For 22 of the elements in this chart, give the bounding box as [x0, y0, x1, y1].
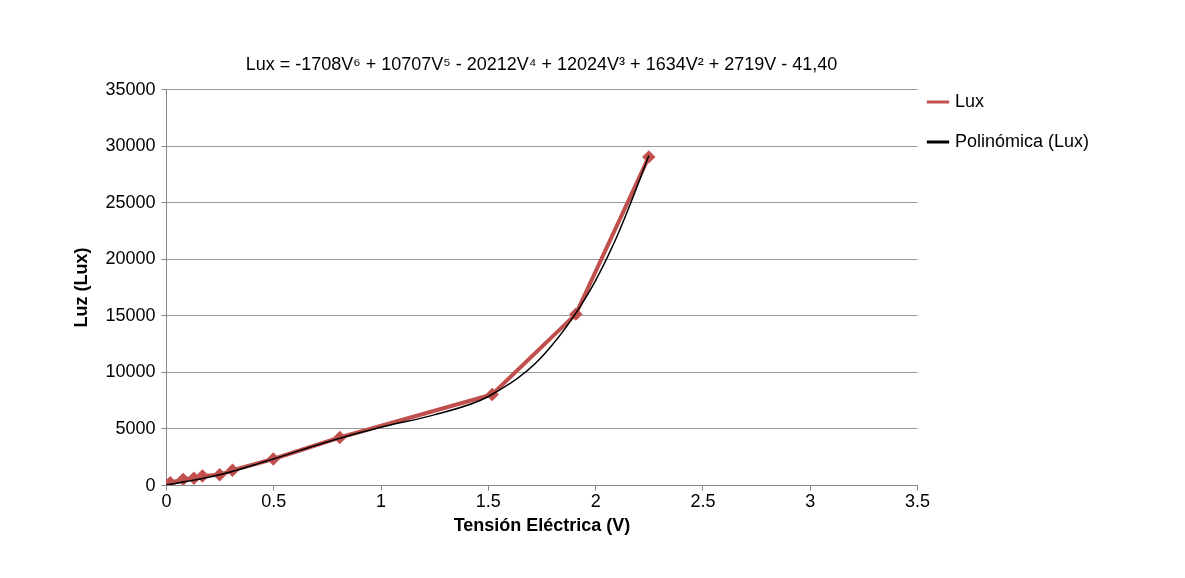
- chart-title: Lux = -1708V⁶ + 10707V⁵ - 20212V⁴ + 12024V³ + 1634V² + 2719V - 41,40: [245, 54, 838, 74]
- x-tick-label: 2: [590, 490, 601, 511]
- y-tick-label: 35000: [105, 78, 156, 99]
- y-tick-label: 10000: [105, 361, 156, 382]
- x-axis-title: Tensión Eléctrica (V): [453, 514, 631, 535]
- y-tick-label: 0: [145, 474, 156, 495]
- y-tick-label: 25000: [105, 191, 156, 212]
- y-tick-label: 5000: [115, 417, 156, 438]
- x-tick-label: 0.5: [261, 490, 287, 511]
- x-tick-label: 1: [376, 490, 387, 511]
- x-tick-label: 0: [161, 490, 172, 511]
- x-tick-label: 1.5: [475, 490, 501, 511]
- x-tick-label: 2.5: [690, 490, 716, 511]
- y-tick-label: 30000: [105, 135, 156, 156]
- legend-label: Lux: [955, 91, 985, 111]
- x-tick-label: 3.5: [904, 490, 931, 511]
- y-axis-title: Luz (Lux): [71, 247, 92, 328]
- point: [642, 150, 656, 164]
- y-tick-label: 15000: [105, 304, 156, 325]
- x-tick-label: 3: [805, 490, 816, 511]
- y-tick-label: 20000: [105, 248, 156, 269]
- legend-label: Polinómica (Lux): [955, 131, 1090, 151]
